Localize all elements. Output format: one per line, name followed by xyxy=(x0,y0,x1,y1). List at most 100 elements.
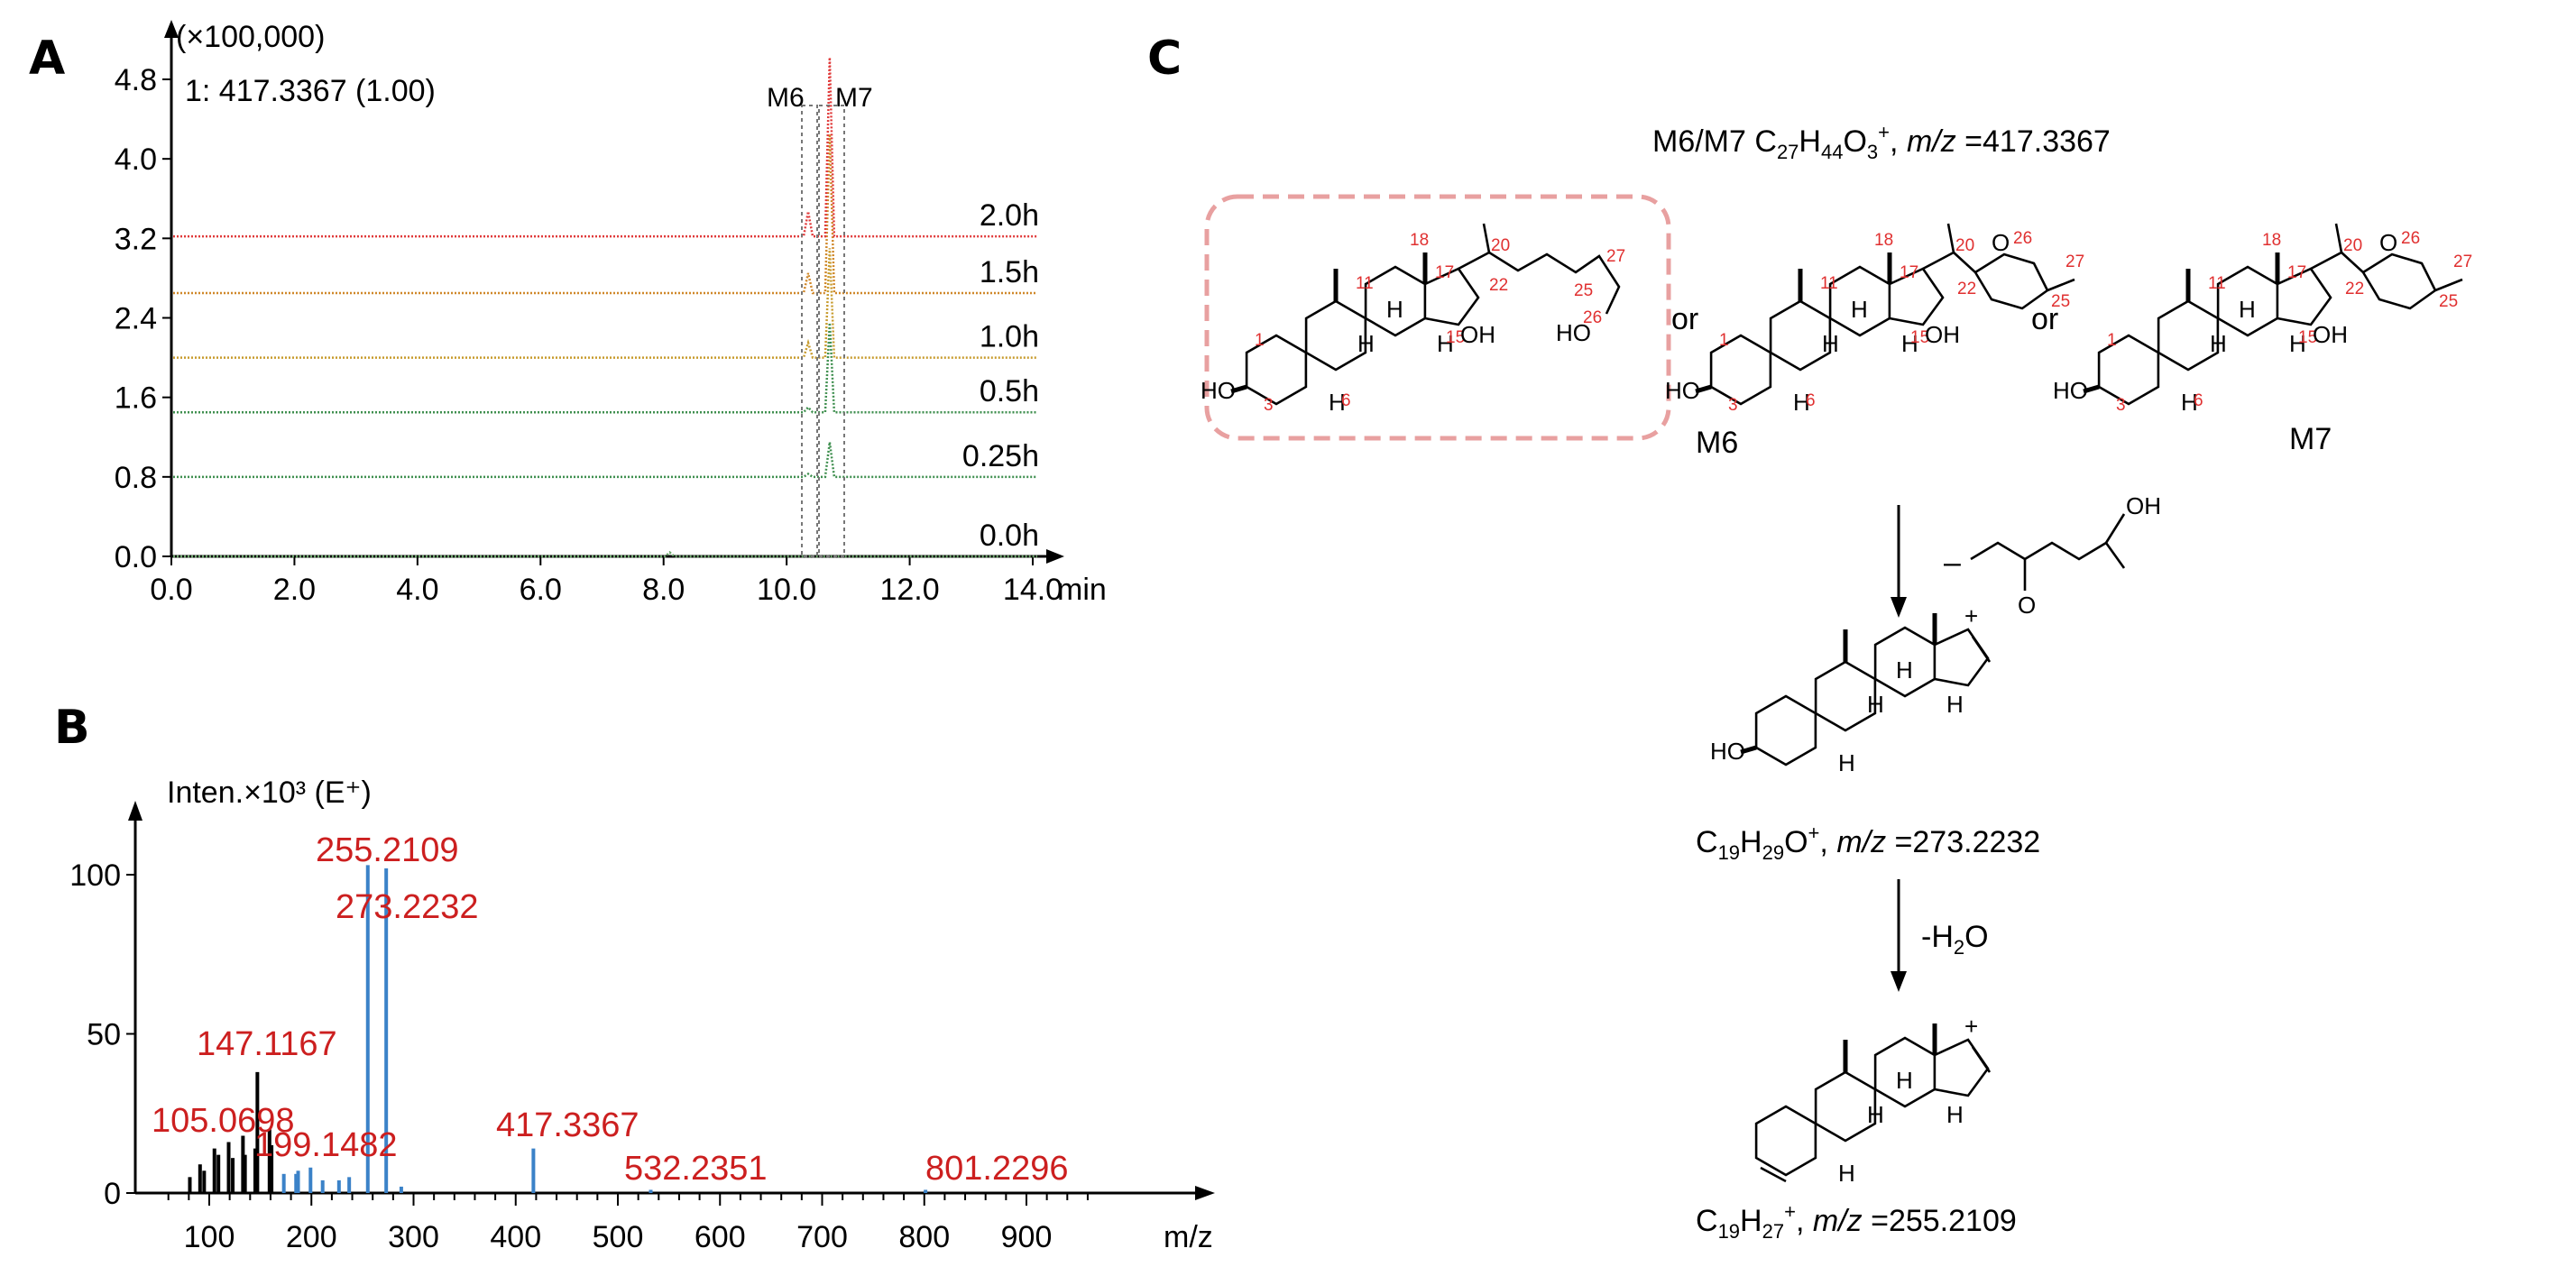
y-tick-label: 0 xyxy=(104,1177,121,1211)
h-label: H xyxy=(1357,330,1375,357)
atom-number: 11 xyxy=(2208,274,2226,293)
hydroxyl-bond xyxy=(1230,384,1247,394)
peak-label-273: 273.2232 xyxy=(336,888,479,926)
ring-oxygen: O xyxy=(1992,229,2010,256)
atom-number: 26 xyxy=(2401,229,2420,248)
h-label: H xyxy=(1437,330,1454,357)
peak-label-199: 199.1482 xyxy=(254,1126,398,1164)
loss-chain xyxy=(1970,513,2126,561)
h-label: H xyxy=(1822,330,1839,357)
ring-d xyxy=(2277,267,2332,326)
x-tick-label: 6.0 xyxy=(520,573,562,607)
atom-number: 22 xyxy=(1489,276,1508,295)
trace-label: 0.0h xyxy=(980,519,1039,553)
atom-number: 6 xyxy=(2194,391,2203,410)
y-axis-arrow xyxy=(164,20,179,38)
atom-number: 11 xyxy=(1820,274,1838,293)
h-label: H xyxy=(1867,1101,1884,1128)
peak-label-532: 532.2351 xyxy=(624,1150,768,1188)
trace-0_0h xyxy=(173,550,1037,558)
x-axis-label: m/z xyxy=(1164,1220,1213,1254)
loss-oh: OH xyxy=(2126,492,2161,519)
hydroxyl-bond xyxy=(1695,384,1712,394)
m6-marker-label: M6 xyxy=(767,83,805,113)
atom-number: 25 xyxy=(1574,281,1593,300)
spectrum-axes: 100 200 300 400 500 600 700 800 900 m/z 0 50 100 xyxy=(69,801,1215,1254)
trace-0_5h xyxy=(173,322,1037,414)
oh-label: OH xyxy=(2313,321,2348,348)
x-tick-label: 8.0 xyxy=(642,573,685,607)
scale-label: (×100,000) xyxy=(176,20,325,54)
spectrum-ylabel: Inten.×10³ (E⁺) xyxy=(167,776,372,810)
or-label-2: or xyxy=(2031,302,2058,336)
peak-label-147: 147.1167 xyxy=(197,1025,337,1063)
peak-boxes: M6 M7 xyxy=(767,83,873,557)
peak-label-801: 801.2296 xyxy=(925,1150,1069,1188)
atom-number: 17 xyxy=(1435,263,1454,282)
oh-label: OH xyxy=(1925,321,1960,348)
spectrum-peak-labels: 255.2109 273.2232 147.1167 105.0698 199.… xyxy=(152,831,1069,1188)
atom-number: 15 xyxy=(1910,328,1929,347)
hydroxyl-bond xyxy=(2083,384,2100,394)
x-tick-label: 900 xyxy=(1001,1220,1053,1254)
atom-number: 18 xyxy=(1410,231,1429,250)
side-chain xyxy=(1458,251,1621,315)
trace-2_0h xyxy=(173,57,1037,238)
reaction-arrow-1 xyxy=(1891,505,1907,618)
x-tick-label: 100 xyxy=(184,1220,235,1254)
panel-b: B Inten.×10³ (E⁺) 100 200 300 400 500 600 700 8… xyxy=(54,701,1215,1254)
x-axis-arrow xyxy=(1195,1186,1215,1200)
ring-d xyxy=(1934,628,1990,687)
water-loss-label: -H2O xyxy=(1921,920,1989,959)
h-label: H xyxy=(1896,656,1913,684)
h-label: H xyxy=(2181,389,2198,416)
y-tick-label: 1.6 xyxy=(115,381,157,416)
atom-number: 25 xyxy=(2051,292,2070,311)
hydroxyl-label: HO xyxy=(1201,377,1236,404)
reaction-arrow-2 xyxy=(1891,879,1907,992)
h-label: H xyxy=(1946,691,1964,718)
atom-number: 27 xyxy=(1606,247,1625,266)
x-axis-label: min xyxy=(1057,573,1107,607)
y-tick-label: 2.4 xyxy=(115,302,157,336)
ring-d xyxy=(1889,267,1945,326)
hydroxyl-label: HO xyxy=(2053,377,2088,404)
panel-label-b: B xyxy=(54,701,90,755)
atom-number: 26 xyxy=(2013,229,2032,248)
x-tick-label: 600 xyxy=(695,1220,746,1254)
h-label: H xyxy=(1386,296,1403,323)
h-label: H xyxy=(2289,330,2306,357)
atom-number: 17 xyxy=(1900,263,1918,282)
neutral-loss-fragment: O OH xyxy=(1970,492,2161,619)
or-label-1: or xyxy=(1671,302,1698,336)
atom-number: 15 xyxy=(1446,328,1465,347)
m6-peak-box xyxy=(801,105,818,557)
h-label: H xyxy=(1946,1101,1964,1128)
trace-label: 1.0h xyxy=(980,320,1039,354)
atom-number: 6 xyxy=(1341,391,1351,410)
atom-number: 26 xyxy=(1583,308,1602,327)
x-tick-label: 500 xyxy=(593,1220,644,1254)
peak-label-417: 417.3367 xyxy=(496,1106,639,1144)
x-tick-label: 2.0 xyxy=(273,573,316,607)
oh-label: OH xyxy=(1460,321,1495,348)
atom-number: 20 xyxy=(1491,236,1510,255)
atom-number: 1 xyxy=(1719,331,1729,350)
cation-plus: + xyxy=(1964,602,1978,629)
h-label: H xyxy=(1838,749,1855,776)
h-label: H xyxy=(1793,389,1810,416)
fragment-255-caption: C19H27+, m/z =255.2109 xyxy=(1696,1200,2017,1243)
trace-label: 0.25h xyxy=(962,439,1039,473)
ring-a xyxy=(1754,1105,1817,1177)
h-label: H xyxy=(1838,1160,1855,1187)
atom-number: 3 xyxy=(2116,396,2126,415)
trace-label: 1.5h xyxy=(980,255,1039,289)
h-label: H xyxy=(1329,389,1346,416)
atom-number: 27 xyxy=(2453,252,2472,271)
trace-label: 1: 417.3367 (1.00) xyxy=(185,74,436,108)
y-tick-label: 100 xyxy=(69,858,121,893)
